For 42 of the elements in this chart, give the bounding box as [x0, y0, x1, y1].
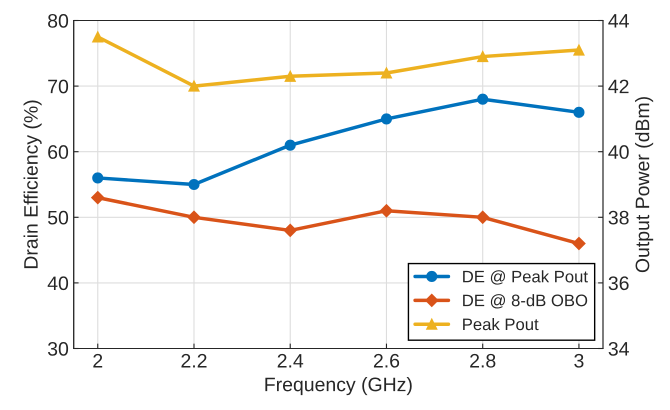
x-tick-label: 2.8	[470, 354, 496, 368]
point	[284, 140, 296, 151]
x-tick-label: 2	[93, 354, 102, 368]
point	[284, 70, 296, 82]
y2-tick-label: 40	[608, 145, 629, 159]
y2-tick-label: 44	[608, 14, 629, 28]
point	[92, 31, 104, 42]
point	[380, 67, 392, 79]
y-tick-label: 50	[48, 210, 68, 225]
point	[187, 210, 201, 224]
point	[573, 44, 584, 56]
y2-tick-label: 42	[608, 80, 629, 94]
y-tick-label: 30	[48, 342, 68, 356]
x-tick-label: 2.6	[374, 354, 400, 368]
x-axis-title: Frequency (GHz)	[265, 377, 412, 396]
y-tick-label: 80	[48, 14, 68, 28]
point	[380, 204, 394, 218]
y-tick-label: 60	[48, 145, 68, 159]
point	[188, 178, 200, 190]
point	[573, 106, 584, 118]
y-tick-label: 70	[48, 80, 68, 94]
point	[284, 224, 297, 238]
legend-label: DE @ 8-dB OBO	[463, 294, 588, 308]
point	[476, 210, 490, 224]
y-tick-label: 40	[48, 276, 68, 290]
legend-label: Peak Pout	[463, 318, 539, 330]
point	[477, 94, 488, 105]
x-tick-label: 2.4	[278, 354, 304, 368]
y2-tick-label: 34	[608, 342, 629, 356]
y-axis-title: Drain Efficiency (%)	[24, 100, 42, 268]
point	[477, 51, 488, 62]
point	[91, 191, 104, 204]
y2-tick-label: 36	[608, 276, 629, 290]
point	[380, 113, 392, 124]
point	[572, 236, 586, 250]
point	[92, 172, 104, 184]
x-tick-label: 3	[574, 354, 584, 368]
y2-axis-title: Output Power (dBm)	[635, 97, 654, 272]
y2-tick-label: 38	[608, 210, 629, 225]
x-tick-label: 2.2	[181, 354, 207, 368]
legend-label: DE @ Peak Pout	[463, 270, 588, 285]
point	[188, 80, 200, 92]
